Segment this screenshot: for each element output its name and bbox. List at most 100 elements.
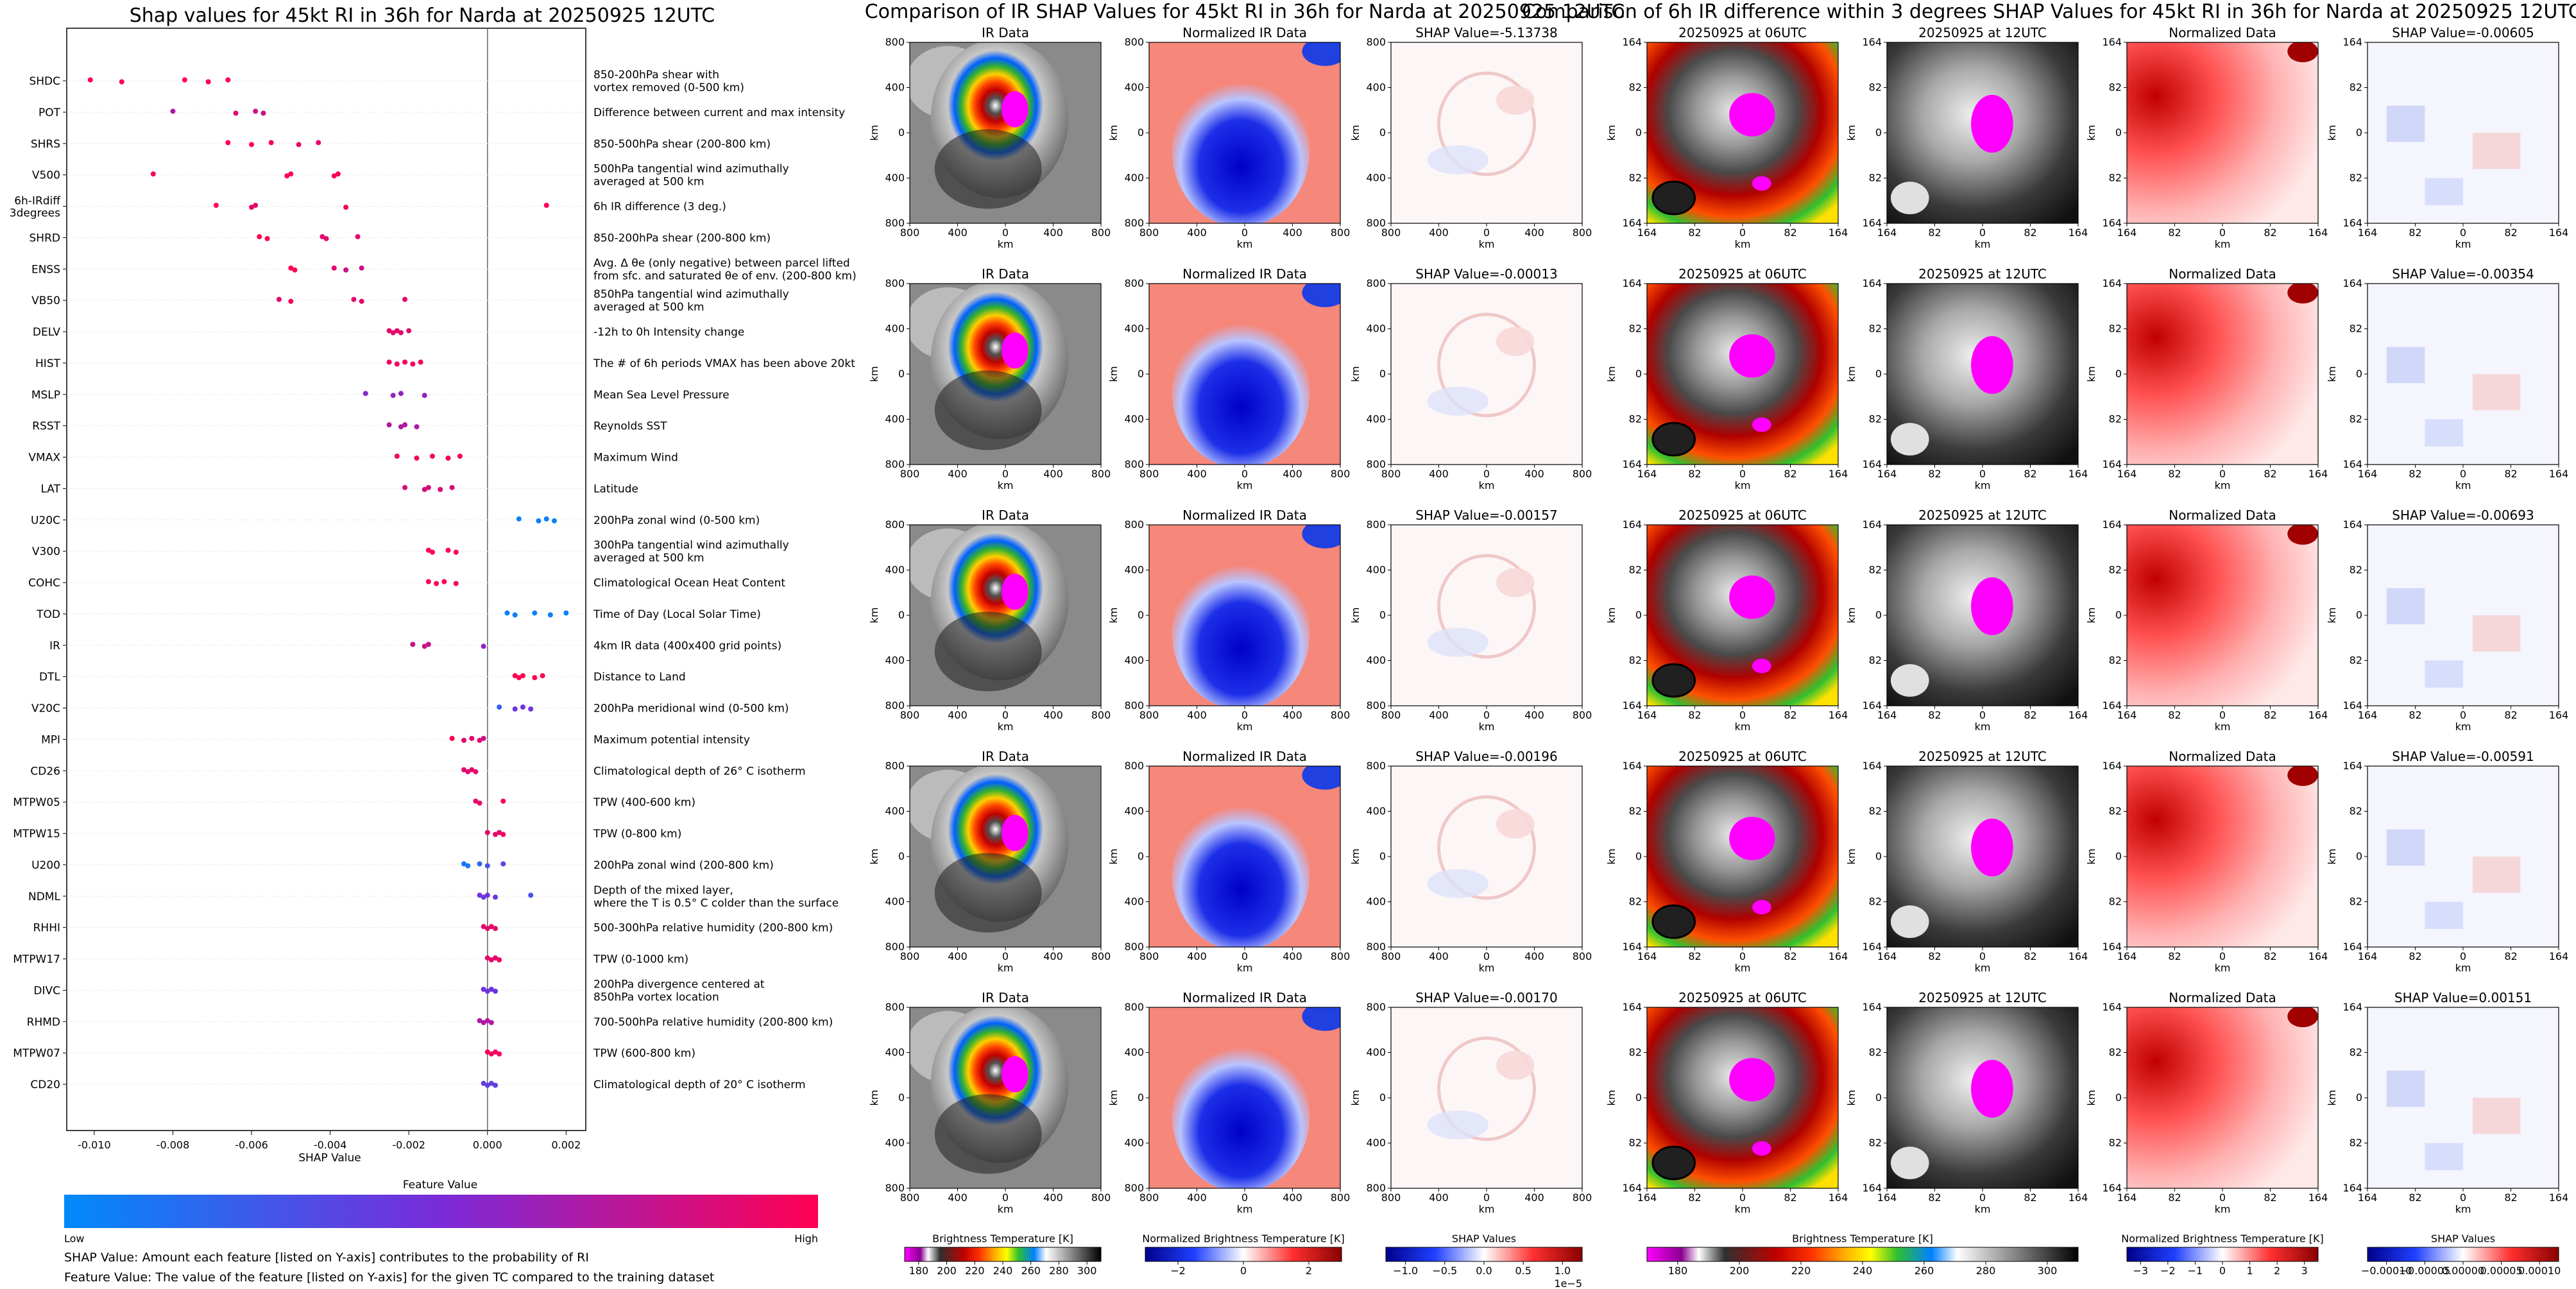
colorbar-tick-label: 240 xyxy=(993,1265,1013,1277)
feature-label: U200 xyxy=(31,859,60,872)
panel-title: 20250925 at 06UTC xyxy=(1678,508,1807,523)
y-tick-label: 0 xyxy=(1379,850,1386,862)
y-tick-label: 800 xyxy=(1366,760,1386,772)
y-axis-label: km xyxy=(1349,849,1361,865)
y-tick-label: 82 xyxy=(1629,81,1642,94)
x-tick-label: 0 xyxy=(2219,468,2226,480)
colorbar-tick-label: 0 xyxy=(2219,1265,2226,1277)
x-tick-label: 400 xyxy=(1043,226,1063,239)
x-axis-label: km xyxy=(2455,238,2471,250)
shap-point xyxy=(481,644,486,649)
x-tick-label: 400 xyxy=(1283,468,1302,480)
y-tick-label: 164 xyxy=(1622,458,1642,470)
y-tick-label: 800 xyxy=(885,217,905,229)
x-axis-label: km xyxy=(1735,238,1751,250)
y-axis-label: km xyxy=(1107,366,1120,382)
y-axis-label: km xyxy=(2085,366,2097,382)
panel-title: Normalized Data xyxy=(2169,508,2276,523)
shap-point xyxy=(528,706,534,712)
x-tick-label: 164 xyxy=(2117,1191,2137,1204)
x-tick-label: 82 xyxy=(1928,226,1941,239)
shap-point xyxy=(323,235,329,241)
shap-point xyxy=(425,484,431,490)
x-tick-label: 800 xyxy=(1573,950,1592,962)
y-axis-label: km xyxy=(2326,608,2338,624)
y-tick-label: 82 xyxy=(1869,323,1882,335)
y-tick-label: 0 xyxy=(1635,609,1642,621)
shap-point xyxy=(288,265,294,271)
shap-point xyxy=(488,924,494,930)
x-tick-label: 82 xyxy=(1688,468,1701,480)
y-tick-label: 164 xyxy=(2342,1001,2362,1013)
shap-point xyxy=(441,579,447,585)
x-tick-label: 400 xyxy=(1429,709,1449,721)
x-tick-label: 800 xyxy=(1573,1191,1592,1204)
shap-point xyxy=(335,171,341,177)
x-tick-label: 164 xyxy=(2308,468,2328,480)
y-tick-label: 800 xyxy=(1124,36,1144,48)
x-tick-label: 0 xyxy=(2219,226,2226,239)
x-tick-label: 400 xyxy=(1043,1191,1063,1204)
x-tick-label: 0.002 xyxy=(551,1139,581,1151)
x-axis-label: km xyxy=(1479,962,1495,974)
x-tick-label: 82 xyxy=(1928,1191,1941,1204)
x-tick-label: 0 xyxy=(1739,709,1746,721)
feature-label: LAT xyxy=(40,482,60,495)
y-tick-label: 0 xyxy=(2356,1091,2362,1104)
shap-point xyxy=(414,424,420,430)
y-tick-label: 400 xyxy=(1124,172,1144,184)
x-tick-label: 0 xyxy=(1979,468,1986,480)
shap2-image xyxy=(2367,284,2559,465)
ir6-image xyxy=(1647,525,1838,706)
y-tick-label: 164 xyxy=(1622,941,1642,953)
shap-point xyxy=(493,1049,499,1055)
norm-image xyxy=(1149,284,1340,465)
shap-point xyxy=(150,171,156,177)
y-tick-label: 400 xyxy=(1366,323,1386,335)
x-axis-label: km xyxy=(2215,479,2231,491)
gray-image xyxy=(1887,284,2078,465)
y-tick-label: 164 xyxy=(2342,458,2362,470)
feature-description: Avg. Δ θe (only negative) between parcel… xyxy=(593,257,850,269)
y-tick-label: 0 xyxy=(1138,368,1144,380)
feature-label: MTPW15 xyxy=(13,828,60,841)
y-axis-label: km xyxy=(2085,608,2097,624)
x-tick-label: 800 xyxy=(900,226,920,239)
shap-point xyxy=(493,832,499,837)
x-tick-label: 400 xyxy=(1524,1191,1544,1204)
panel-title: 20250925 at 12UTC xyxy=(1918,508,2047,523)
shap-point xyxy=(402,359,408,365)
shap-point xyxy=(205,79,211,85)
x-axis-label: km xyxy=(1237,721,1253,733)
norm-image xyxy=(1149,525,1340,706)
y-tick-label: 164 xyxy=(1622,36,1642,48)
x-axis-label: km xyxy=(1975,479,1991,491)
shap-point xyxy=(253,108,259,114)
y-tick-label: 164 xyxy=(2102,36,2122,48)
y-axis-label: km xyxy=(868,1090,880,1106)
y-axis-label: km xyxy=(1845,608,1857,624)
x-tick-label: 164 xyxy=(2549,468,2569,480)
feature-description: Distance to Land xyxy=(593,671,686,684)
feature-label: RSST xyxy=(32,420,60,433)
colorbar-tick-label: −0.5 xyxy=(1432,1265,1457,1277)
panel-title: Normalized IR Data xyxy=(1182,749,1307,764)
x-axis-label: km xyxy=(1237,1203,1253,1215)
y-axis-label: km xyxy=(2326,849,2338,865)
shap2-image xyxy=(2367,766,2559,947)
feature-description: TPW (0-1000 km) xyxy=(593,953,688,966)
feature-description: Difference between current and max inten… xyxy=(593,107,845,119)
y-tick-label: 0 xyxy=(1379,368,1386,380)
panel-title: Normalized Data xyxy=(2169,990,2276,1005)
shap-point xyxy=(481,924,486,930)
x-tick-label: 0 xyxy=(1979,1191,1986,1204)
shap-point xyxy=(284,173,290,179)
colorbar-tick-label: −0.00005 xyxy=(2400,1265,2451,1277)
ir-image xyxy=(910,1007,1101,1188)
x-tick-label: 82 xyxy=(1784,468,1796,480)
colorbar-tick-label: 220 xyxy=(965,1265,985,1277)
panel-title: 20250925 at 12UTC xyxy=(1918,990,2047,1005)
y-tick-label: 164 xyxy=(2102,941,2122,953)
y-tick-label: 164 xyxy=(2342,518,2362,531)
